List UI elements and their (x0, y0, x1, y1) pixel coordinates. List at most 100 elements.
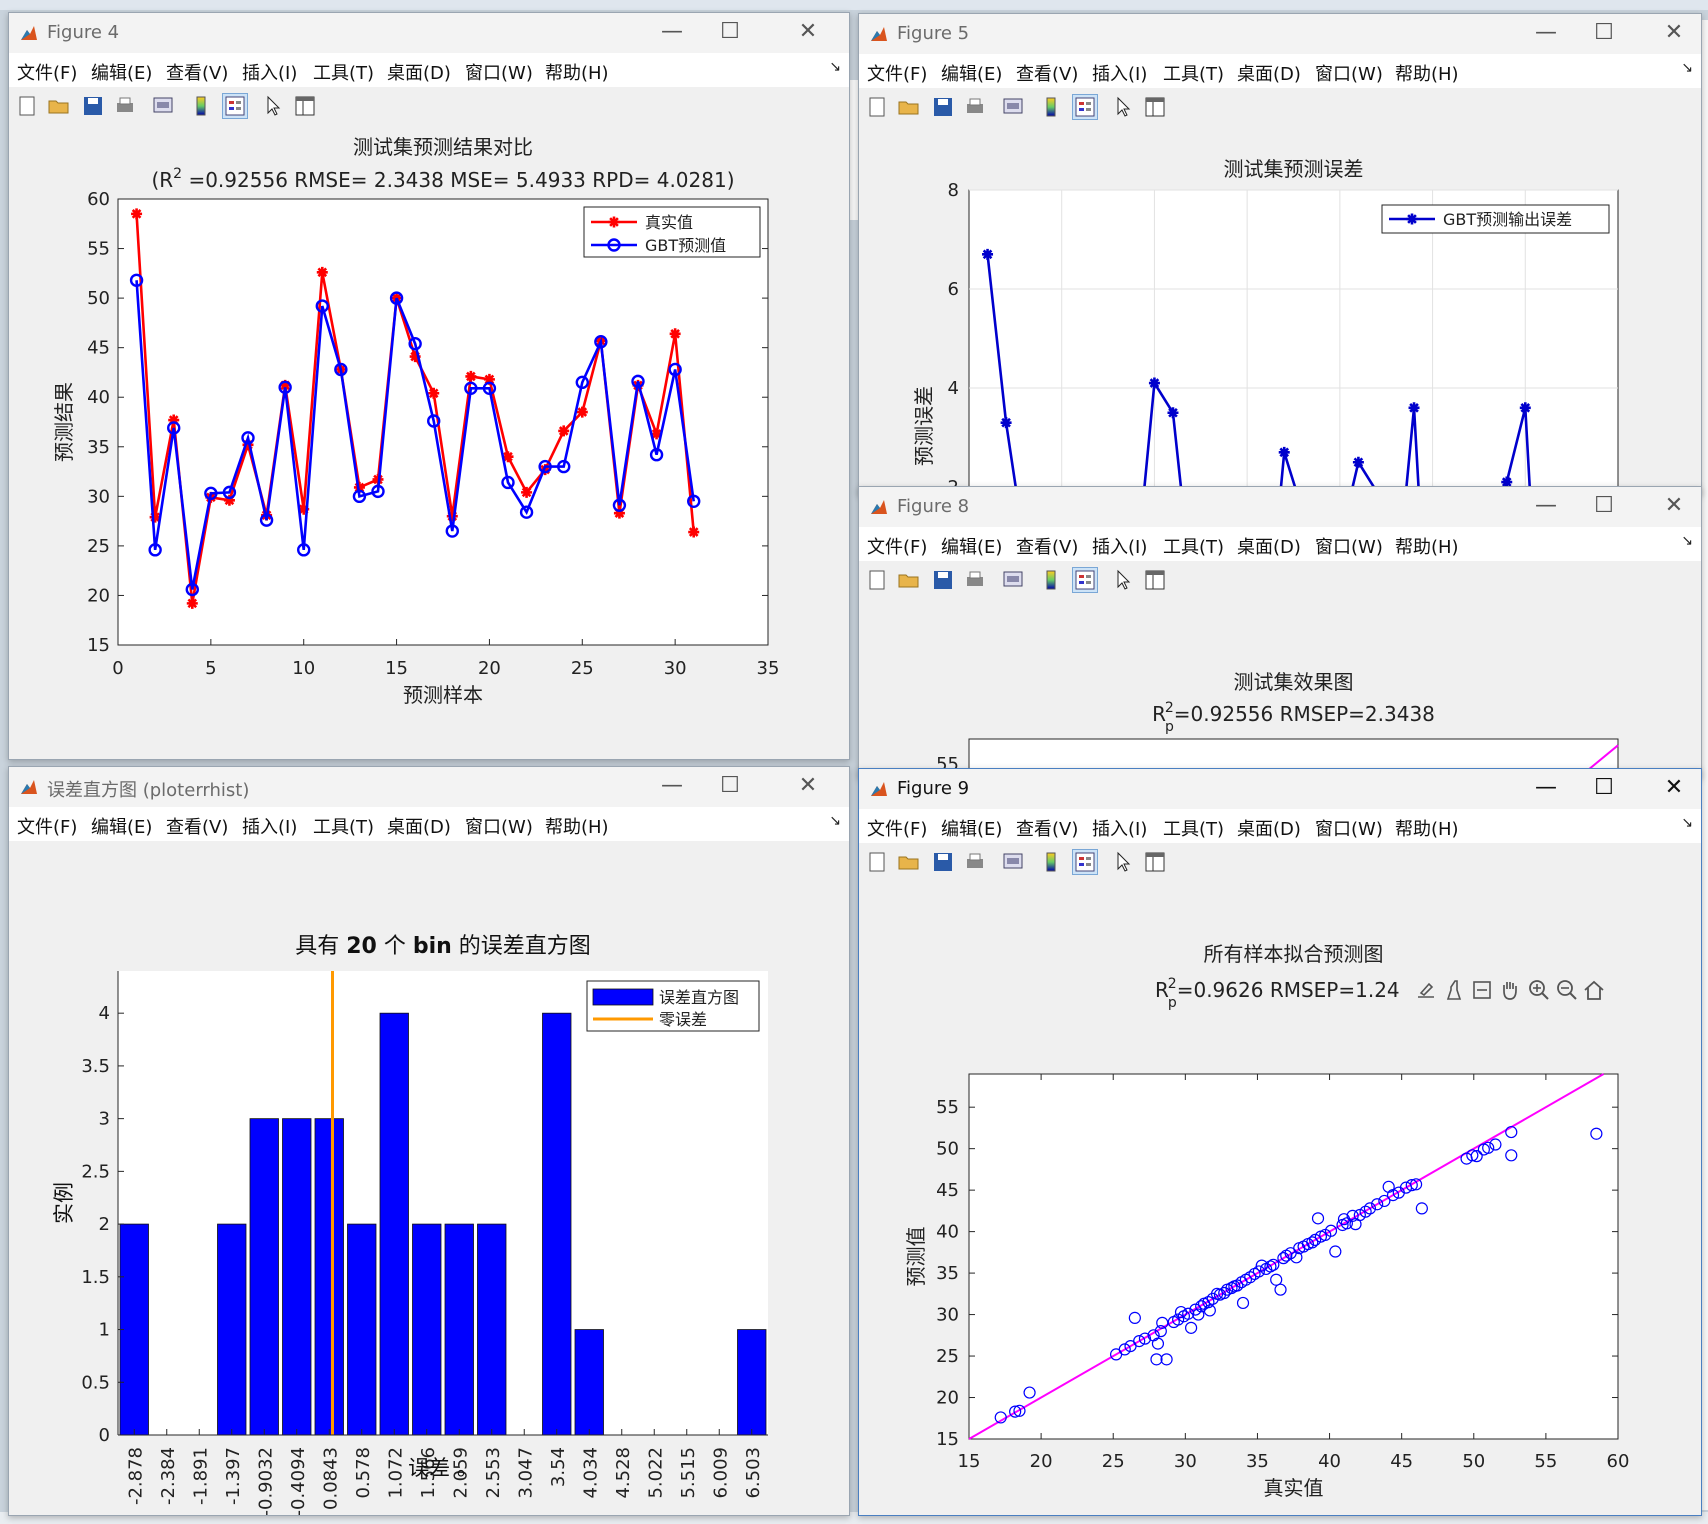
print-icon[interactable] (963, 850, 987, 874)
menu-item[interactable]: 查看(V) (1016, 537, 1079, 558)
close-button[interactable]: ✕ (798, 773, 818, 798)
close-button[interactable]: ✕ (798, 19, 818, 44)
title-bar[interactable]: 误差直方图 (ploterrhist) — ☐ ✕ (9, 767, 849, 807)
menu-item[interactable]: 帮助(H) (1395, 64, 1459, 85)
figure4-window[interactable]: Figure 4 — ☐ ✕ 文件(F) 编辑(E) 查看(V) 插入(I) 工具(T)… (8, 12, 850, 760)
menu-item[interactable]: 帮助(H) (545, 63, 609, 84)
dock-figure-icon[interactable]: ↘ (1681, 533, 1693, 549)
menu-item[interactable]: 查看(V) (166, 817, 229, 838)
menu-item[interactable]: 插入(I) (1092, 819, 1148, 840)
legend-icon[interactable] (1072, 94, 1098, 120)
colorbar-icon[interactable] (1039, 850, 1063, 874)
property-inspector-icon[interactable] (1143, 850, 1167, 874)
menu-item[interactable]: 窗口(W) (1315, 819, 1383, 840)
save-icon[interactable] (931, 568, 955, 592)
menu-item[interactable]: 编辑(E) (91, 63, 153, 84)
print-icon[interactable] (963, 568, 987, 592)
colorbar-icon[interactable] (1039, 568, 1063, 592)
new-file-icon[interactable] (865, 568, 889, 592)
menu-item[interactable]: 窗口(W) (1315, 64, 1383, 85)
maximize-button[interactable]: ☐ (720, 19, 740, 44)
pointer-icon[interactable] (1111, 95, 1135, 119)
dock-figure-icon[interactable]: ↘ (1681, 815, 1693, 831)
menu-item[interactable]: 帮助(H) (545, 817, 609, 838)
maximize-button[interactable]: ☐ (1594, 20, 1614, 45)
menu-item[interactable]: 桌面(D) (1237, 537, 1301, 558)
menu-item[interactable]: 工具(T) (1163, 819, 1225, 840)
minimize-button[interactable]: — (1535, 775, 1557, 800)
menu-item[interactable]: 工具(T) (313, 817, 375, 838)
maximize-button[interactable]: ☐ (1594, 493, 1614, 518)
menu-item[interactable]: 窗口(W) (1315, 537, 1383, 558)
property-inspector-icon[interactable] (1143, 95, 1167, 119)
menu-item[interactable]: 文件(F) (17, 63, 78, 84)
brush-icon[interactable] (1446, 980, 1462, 1000)
colorbar-icon[interactable] (189, 94, 213, 118)
print-preview-icon[interactable] (151, 94, 175, 118)
menu-item[interactable]: 窗口(W) (465, 63, 533, 84)
dock-figure-icon[interactable]: ↘ (1681, 60, 1693, 76)
menu-item[interactable]: 桌面(D) (1237, 64, 1301, 85)
menu-item[interactable]: 窗口(W) (465, 817, 533, 838)
menu-item[interactable]: 工具(T) (313, 63, 375, 84)
menu-item[interactable]: 桌面(D) (387, 817, 451, 838)
menu-item[interactable]: 插入(I) (242, 817, 298, 838)
title-bar[interactable]: Figure 8 — ☐ ✕ (859, 487, 1701, 527)
new-file-icon[interactable] (15, 94, 39, 118)
new-file-icon[interactable] (865, 850, 889, 874)
menu-item[interactable]: 查看(V) (166, 63, 229, 84)
menu-item[interactable]: 编辑(E) (941, 64, 1003, 85)
menu-item[interactable]: 文件(F) (867, 537, 928, 558)
save-icon[interactable] (81, 94, 105, 118)
menu-item[interactable]: 帮助(H) (1395, 819, 1459, 840)
save-icon[interactable] (931, 850, 955, 874)
print-icon[interactable] (113, 94, 137, 118)
error-histogram-window[interactable]: 误差直方图 (ploterrhist) — ☐ ✕ 文件(F) 编辑(E) 查看(V… (8, 766, 850, 1516)
title-bar[interactable]: Figure 5 — ☐ ✕ (859, 14, 1701, 54)
maximize-button[interactable]: ☐ (720, 773, 740, 798)
print-preview-icon[interactable] (1001, 568, 1025, 592)
zoom-out-icon[interactable] (1557, 980, 1577, 1000)
menu-item[interactable]: 插入(I) (1092, 64, 1148, 85)
new-file-icon[interactable] (865, 95, 889, 119)
menu-item[interactable]: 桌面(D) (1237, 819, 1301, 840)
print-icon[interactable] (963, 95, 987, 119)
legend-icon[interactable] (1072, 849, 1098, 875)
zoom-in-icon[interactable] (1529, 980, 1549, 1000)
close-button[interactable]: ✕ (1664, 20, 1684, 45)
menu-item[interactable]: 工具(T) (1163, 64, 1225, 85)
print-preview-icon[interactable] (1001, 95, 1025, 119)
property-inspector-icon[interactable] (293, 94, 317, 118)
menu-item[interactable]: 工具(T) (1163, 537, 1225, 558)
menu-item[interactable]: 编辑(E) (941, 819, 1003, 840)
figure5-window[interactable]: Figure 5 — ☐ ✕ 文件(F) 编辑(E) 查看(V) 插入(I) 工具(T)… (858, 13, 1702, 495)
open-folder-icon[interactable] (47, 94, 71, 118)
close-button[interactable]: ✕ (1664, 493, 1684, 518)
menu-item[interactable]: 查看(V) (1016, 64, 1079, 85)
minimize-button[interactable]: — (661, 773, 683, 798)
open-folder-icon[interactable] (897, 568, 921, 592)
menu-item[interactable]: 文件(F) (17, 817, 78, 838)
print-preview-icon[interactable] (1001, 850, 1025, 874)
minimize-button[interactable]: — (1535, 493, 1557, 518)
legend-icon[interactable] (222, 93, 248, 119)
pan-hand-icon[interactable] (1503, 982, 1517, 1000)
minimize-button[interactable]: — (1535, 20, 1557, 45)
figure8-window[interactable]: Figure 8 — ☐ ✕ 文件(F) 编辑(E) 查看(V) 插入(I) 工具(T)… (858, 486, 1702, 778)
title-bar[interactable]: Figure 9 — ☐ ✕ (859, 769, 1701, 809)
dock-figure-icon[interactable]: ↘ (829, 59, 841, 75)
menu-item[interactable]: 插入(I) (242, 63, 298, 84)
legend-icon[interactable] (1072, 567, 1098, 593)
datatip-icon[interactable] (1473, 981, 1491, 999)
home-icon[interactable] (1584, 980, 1604, 1000)
pointer-icon[interactable] (261, 94, 285, 118)
save-icon[interactable] (931, 95, 955, 119)
menu-item[interactable]: 文件(F) (867, 819, 928, 840)
pointer-icon[interactable] (1111, 568, 1135, 592)
menu-item[interactable]: 查看(V) (1016, 819, 1079, 840)
colorbar-icon[interactable] (1039, 95, 1063, 119)
minimize-button[interactable]: — (661, 19, 683, 44)
menu-item[interactable]: 帮助(H) (1395, 537, 1459, 558)
menu-item[interactable]: 文件(F) (867, 64, 928, 85)
open-folder-icon[interactable] (897, 95, 921, 119)
